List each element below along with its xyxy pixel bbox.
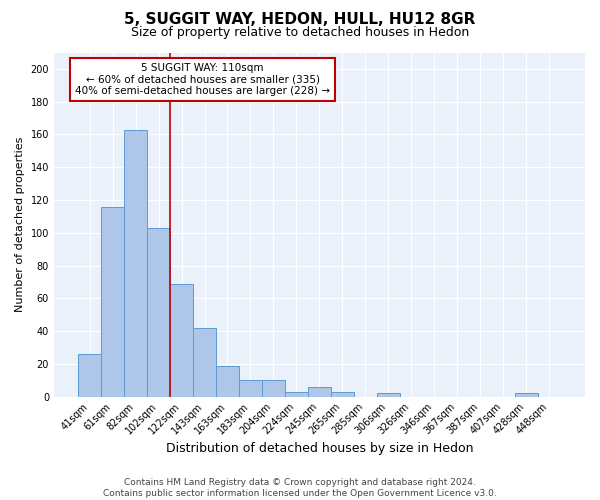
Bar: [308, 387, 331, 396]
Bar: [147, 228, 170, 396]
Bar: [262, 380, 285, 396]
X-axis label: Distribution of detached houses by size in Hedon: Distribution of detached houses by size …: [166, 442, 473, 455]
Text: Contains HM Land Registry data © Crown copyright and database right 2024.
Contai: Contains HM Land Registry data © Crown c…: [103, 478, 497, 498]
Bar: [193, 328, 216, 396]
Bar: [124, 130, 147, 396]
Bar: [170, 284, 193, 397]
Bar: [285, 392, 308, 396]
Bar: [239, 380, 262, 396]
Text: Size of property relative to detached houses in Hedon: Size of property relative to detached ho…: [131, 26, 469, 39]
Y-axis label: Number of detached properties: Number of detached properties: [15, 137, 25, 312]
Text: 5, SUGGIT WAY, HEDON, HULL, HU12 8GR: 5, SUGGIT WAY, HEDON, HULL, HU12 8GR: [124, 12, 476, 28]
Bar: [331, 392, 354, 396]
Bar: [78, 354, 101, 397]
Bar: [216, 366, 239, 396]
Bar: [101, 206, 124, 396]
Bar: [515, 394, 538, 396]
Bar: [377, 394, 400, 396]
Text: 5 SUGGIT WAY: 110sqm
← 60% of detached houses are smaller (335)
40% of semi-deta: 5 SUGGIT WAY: 110sqm ← 60% of detached h…: [75, 63, 330, 96]
